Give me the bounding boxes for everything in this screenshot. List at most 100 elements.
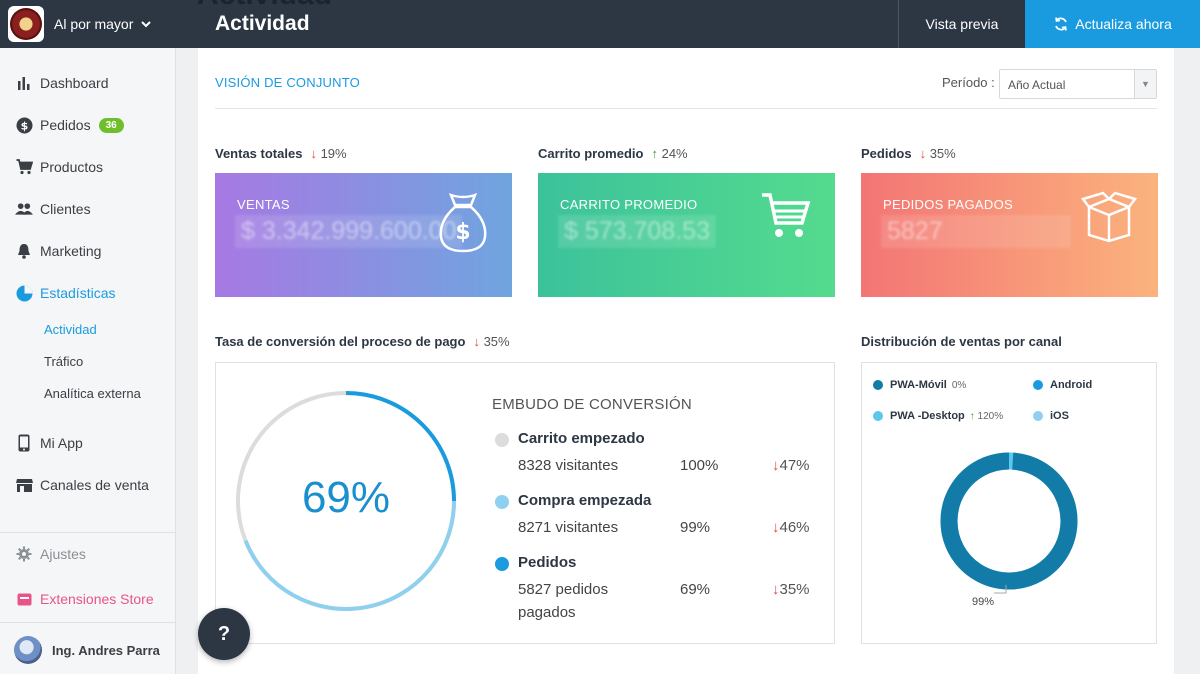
svg-text:$: $ bbox=[455, 220, 470, 245]
conversion-gauge bbox=[236, 391, 456, 611]
cart-icon bbox=[15, 158, 33, 176]
orders-card: PEDIDOS PAGADOS 5827 bbox=[861, 173, 1158, 297]
avatar bbox=[14, 636, 42, 664]
card-title: VENTAS bbox=[237, 197, 290, 212]
kpi-label-sales: Ventas totales ↓ 19% bbox=[215, 146, 347, 161]
dollar-icon: $ bbox=[15, 116, 33, 134]
sidebar-item-dashboard[interactable]: Dashboard bbox=[0, 68, 176, 98]
sidebar-item-ajustes[interactable]: Ajustes bbox=[0, 539, 176, 569]
arrow-down-icon: ↓ bbox=[310, 146, 317, 161]
arrow-up-icon: ↑ bbox=[969, 410, 975, 422]
funnel-step-name: Pedidos bbox=[518, 554, 577, 571]
pie-chart-icon bbox=[15, 284, 33, 302]
user-profile[interactable]: Ing. Andres Parra bbox=[0, 626, 176, 674]
sidebar-subitem-analitica-externa[interactable]: Analítica externa bbox=[44, 386, 141, 401]
legend-name: PWA-Móvil bbox=[890, 379, 947, 391]
sidebar-subitem-trafico[interactable]: Tráfico bbox=[44, 354, 84, 369]
step-dot bbox=[495, 433, 509, 447]
funnel-step-pct: 100% bbox=[680, 457, 719, 474]
orders-count-badge: 36 bbox=[98, 117, 124, 133]
sidebar-item-label: Extensiones Store bbox=[40, 591, 154, 607]
sidebar-item-canales-de-venta[interactable]: Canales de venta bbox=[0, 470, 176, 500]
sidebar-item-label: Productos bbox=[40, 159, 104, 175]
funnel-step-delta: ↓35% bbox=[772, 581, 810, 598]
store-logo bbox=[8, 6, 44, 42]
legend-value: 120% bbox=[977, 410, 1004, 422]
legend-name: iOS bbox=[1050, 410, 1069, 422]
sidebar-item-label: Estadísticas bbox=[40, 285, 116, 301]
arrow-up-icon: ↑ bbox=[651, 146, 658, 161]
store-icon bbox=[15, 476, 33, 494]
user-name: Ing. Andres Parra bbox=[52, 642, 160, 658]
refresh-icon bbox=[1055, 17, 1068, 31]
chevron-down-icon bbox=[141, 21, 152, 28]
funnel-step-count: 8328 visitantes bbox=[518, 457, 619, 474]
store-name: Al por mayor bbox=[54, 16, 134, 32]
section-divider bbox=[215, 108, 1157, 109]
cart-card: CARRITO PROMEDIO $ 573.708.53 bbox=[538, 173, 835, 297]
funnel-step-count: 5827 pedidos pagados bbox=[518, 581, 609, 621]
kpi-delta: 35% bbox=[929, 146, 956, 161]
help-button[interactable]: ? bbox=[198, 608, 250, 660]
period-label: Período : bbox=[942, 75, 995, 90]
bell-icon bbox=[15, 242, 33, 260]
kpi-label-orders: Pedidos ↓ 35% bbox=[861, 146, 956, 161]
kpi-title: Ventas totales bbox=[215, 146, 303, 161]
step-dot bbox=[495, 557, 509, 571]
arrow-down-icon: ↓ bbox=[772, 457, 780, 474]
legend-item-android: Android bbox=[1033, 379, 1092, 391]
section-title: Tasa de conversión del proceso de pago bbox=[215, 334, 466, 349]
sidebar-item-label: Clientes bbox=[40, 201, 91, 217]
sidebar-item-estadisticas[interactable]: Estadísticas bbox=[0, 278, 176, 308]
channels-donut-chart bbox=[940, 452, 1078, 590]
bar-chart-icon bbox=[15, 74, 33, 92]
store-switcher[interactable]: Al por mayor bbox=[0, 0, 176, 48]
sidebar-item-pedidos[interactable]: $ Pedidos 36 bbox=[0, 110, 176, 140]
sidebar-item-label: Mi App bbox=[40, 435, 83, 451]
page-title: Actividad bbox=[215, 12, 310, 35]
sidebar-item-extensiones-store[interactable]: Extensiones Store bbox=[0, 584, 176, 614]
donut-label: 99% bbox=[972, 596, 995, 608]
preview-button[interactable]: Vista previa bbox=[898, 0, 1025, 48]
funnel-step-pct: 69% bbox=[680, 581, 711, 598]
gear-icon bbox=[15, 545, 33, 563]
box-icon bbox=[1081, 191, 1137, 243]
conversion-percent: 69% bbox=[301, 473, 391, 522]
legend-item-pwa-movil: PWA-Móvil 0% bbox=[873, 379, 966, 391]
sidebar-item-clientes[interactable]: Clientes bbox=[0, 194, 176, 224]
page-title-ghost: Actividad bbox=[197, 0, 332, 12]
funnel-step-count: 8271 visitantes bbox=[518, 519, 619, 536]
svg-text:$: $ bbox=[20, 119, 28, 132]
kpi-title: Pedidos bbox=[861, 146, 912, 161]
card-value: $ 573.708.53 bbox=[558, 215, 716, 248]
donut-leader-line bbox=[994, 585, 1007, 594]
channels-label: Distribución de ventas por canal bbox=[861, 334, 1062, 349]
legend-dot bbox=[1033, 411, 1043, 421]
sidebar-item-marketing[interactable]: Marketing bbox=[0, 236, 176, 266]
top-bar: Al por mayor Actividad Actividad Vista p… bbox=[0, 0, 1200, 48]
sidebar-item-label: Dashboard bbox=[40, 75, 109, 91]
conversion-label: Tasa de conversión del proceso de pago ↓ … bbox=[215, 334, 510, 349]
sidebar-item-label: Pedidos bbox=[40, 117, 91, 133]
kpi-delta: 19% bbox=[320, 146, 347, 161]
legend-item-ios: iOS bbox=[1033, 410, 1069, 422]
sidebar-item-label: Ajustes bbox=[40, 546, 86, 562]
funnel-title: EMBUDO DE CONVERSIÓN bbox=[492, 396, 692, 413]
users-icon bbox=[15, 200, 33, 218]
kpi-delta: 24% bbox=[661, 146, 688, 161]
card-title: PEDIDOS PAGADOS bbox=[883, 197, 1013, 212]
extensions-icon bbox=[15, 590, 33, 608]
channels-panel: PWA-Móvil 0% Android PWA -Desktop ↑ 120%… bbox=[861, 362, 1157, 644]
gauge-arc-secondary bbox=[243, 500, 456, 611]
sidebar-item-productos[interactable]: Productos bbox=[0, 152, 176, 182]
sidebar-item-mi-app[interactable]: Mi App bbox=[0, 428, 176, 458]
legend-dot bbox=[873, 380, 883, 390]
period-select[interactable]: Año Actual ▼ bbox=[999, 69, 1157, 99]
sidebar-divider bbox=[0, 622, 176, 623]
kpi-label-cart: Carrito promedio ↑ 24% bbox=[538, 146, 688, 161]
legend-dot bbox=[873, 411, 883, 421]
sidebar-subitem-actividad[interactable]: Actividad bbox=[44, 322, 97, 337]
funnel-step-delta: ↓46% bbox=[772, 519, 810, 536]
chevron-down-icon: ▼ bbox=[1134, 70, 1156, 98]
update-now-button[interactable]: Actualiza ahora bbox=[1025, 0, 1200, 48]
